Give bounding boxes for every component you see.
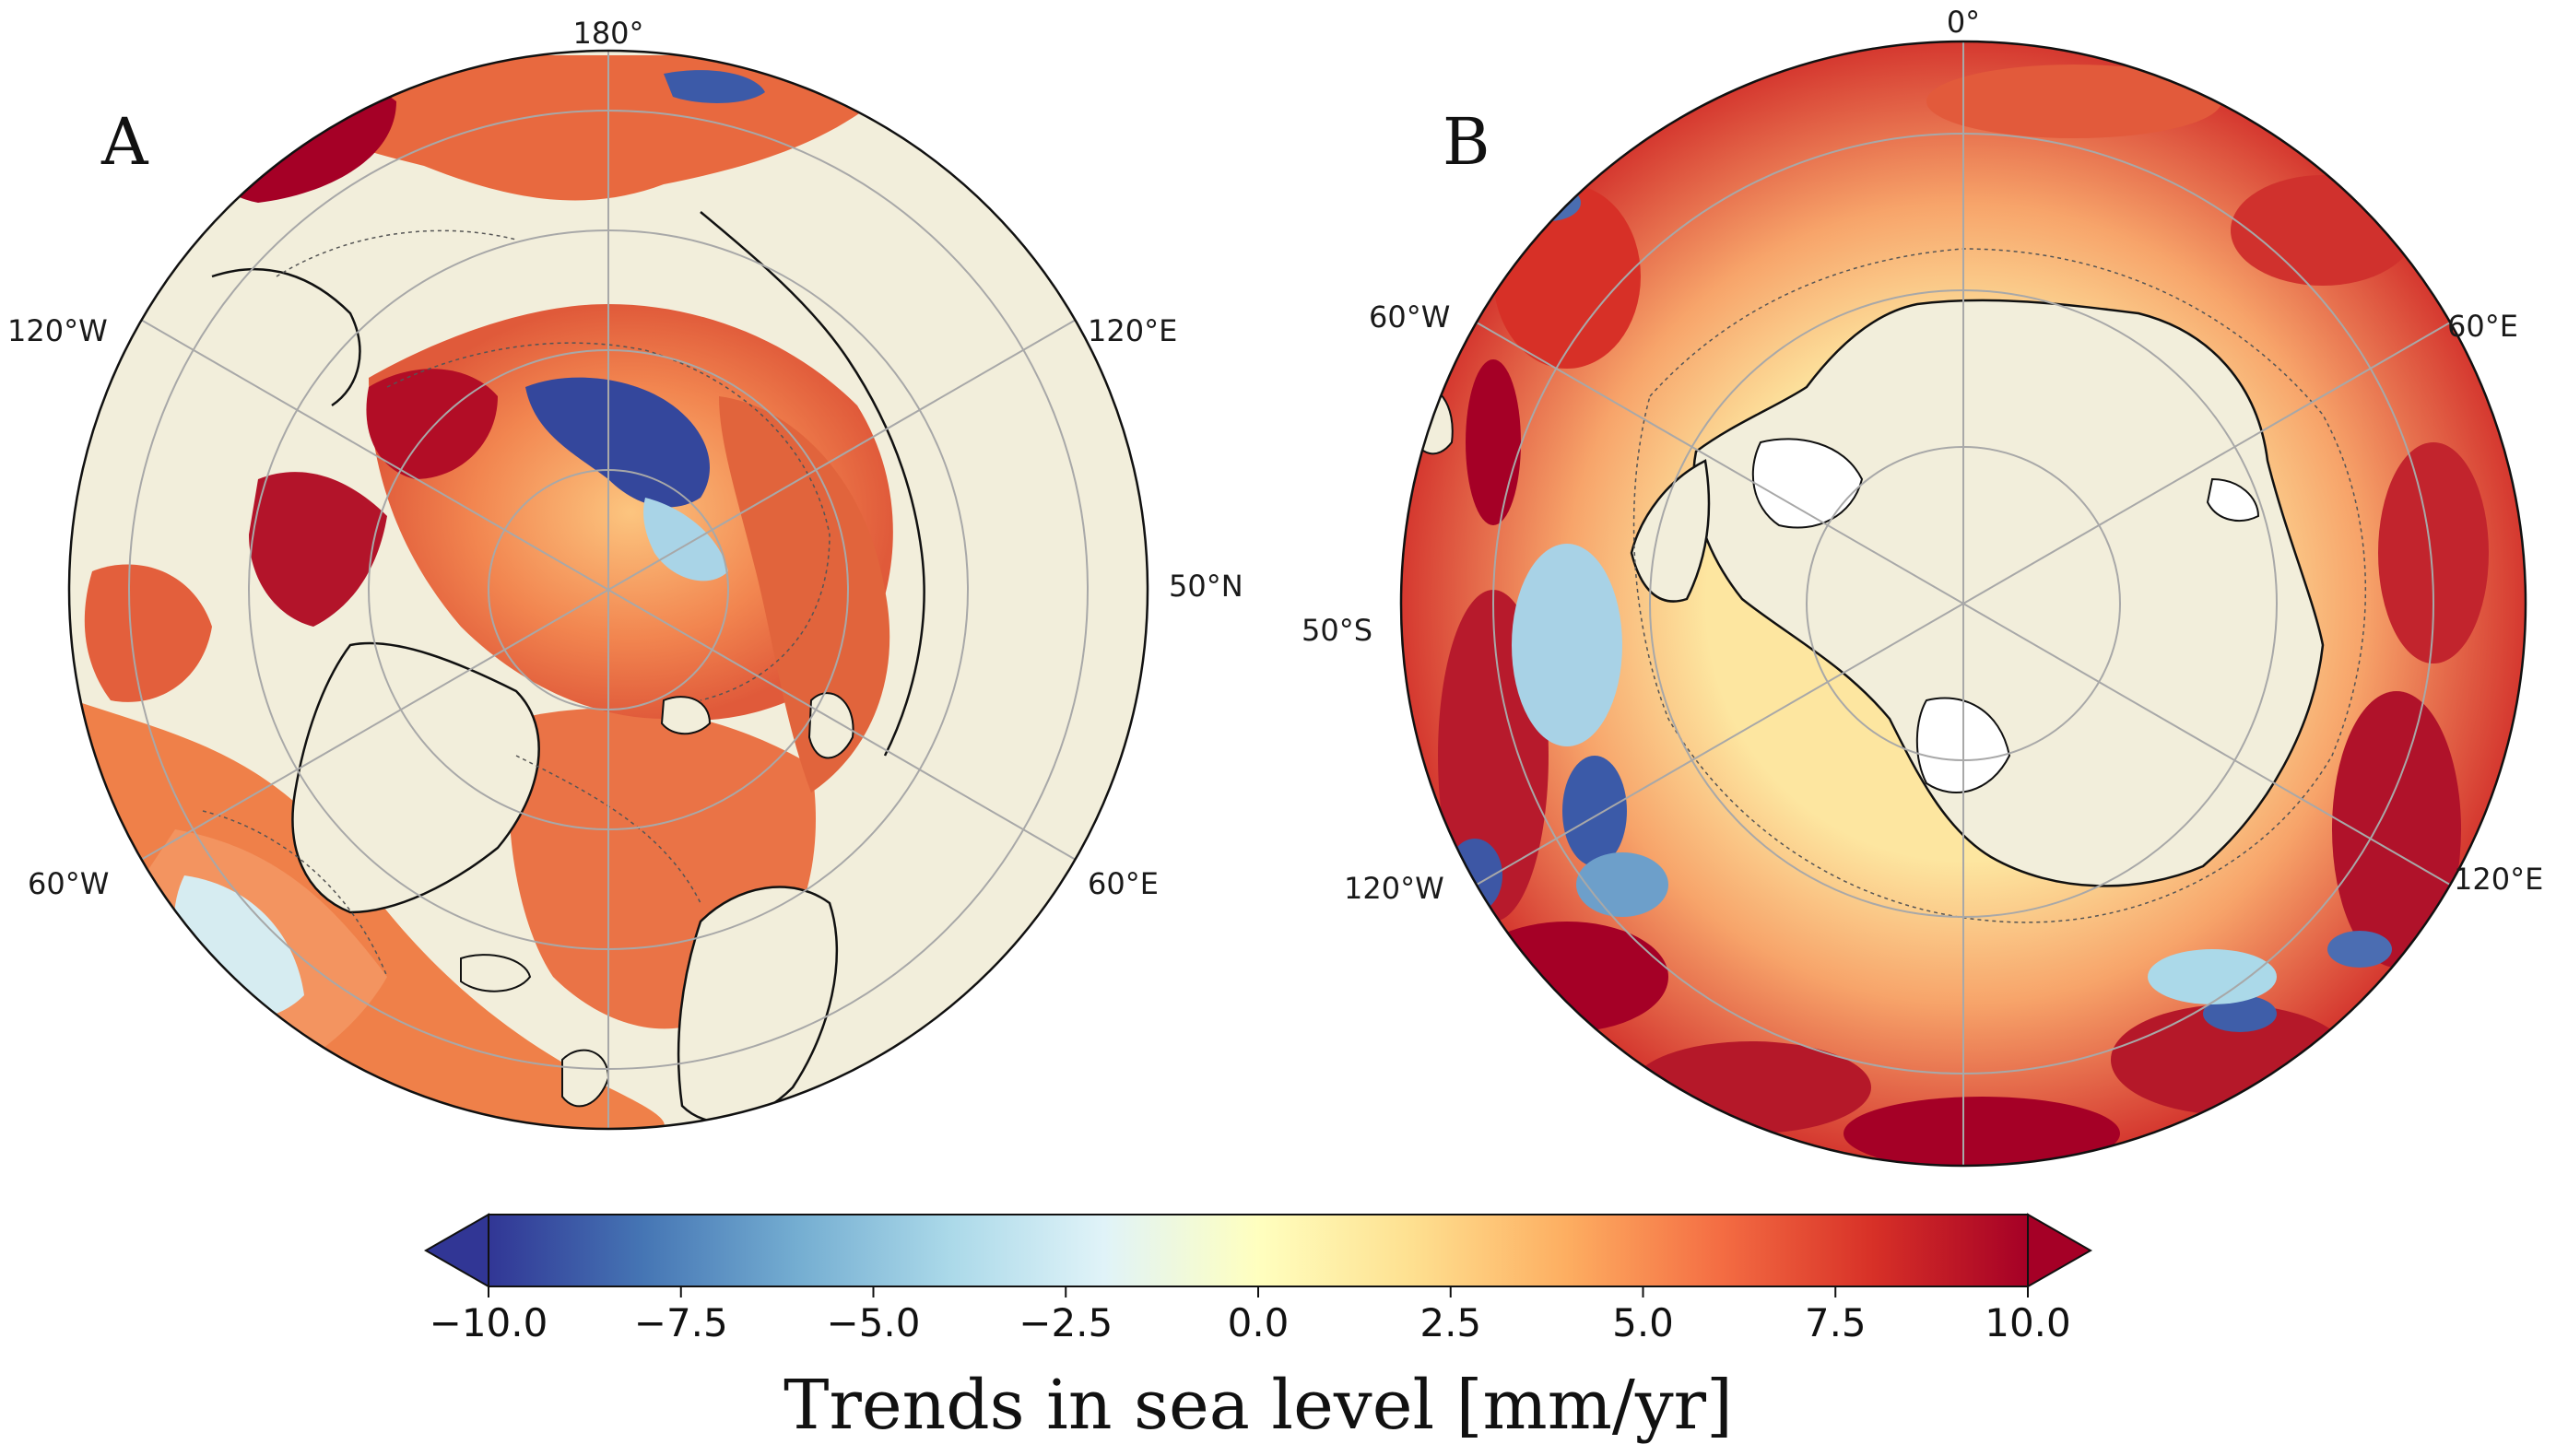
panel-b-lon-label-upper-left: 60°W [1369,299,1450,335]
panel-a-iceland [460,954,532,992]
panel-a-beaufort-high [366,369,498,479]
panel-a-lon-label-lower-right: 60°E [1088,866,1159,901]
panel-a-bathymetry-contours [202,229,830,978]
panel-a-arctic-basin [369,304,893,721]
panel-a-lon-label-lower-left: 60°W [28,866,109,901]
panel-a-lon-label-top: 180° [572,16,643,51]
panel-a-letter: A [100,104,149,180]
colorbar-gradient [488,1214,2029,1287]
panel-b-lon-label-top: 0° [1947,5,1980,40]
panel-b-letter: B [1443,104,1490,180]
colorbar-tick-label: 7.5 [1805,1300,1867,1345]
panel-a-alaska-coast [211,267,361,407]
panel-a-novaya-zemlya [807,692,854,759]
colorbar-ticks: −10.0 −7.5 −5.0 −2.5 0.0 2.5 5.0 7.5 10.0 [430,1286,2071,1345]
panel-b-antarctic-peninsula [1630,459,1711,603]
panel-a-graticule [128,51,1089,1129]
panel-b-lon-label-lower-left: 120°W [1344,871,1444,906]
panel-b-graticule [1476,41,2451,1166]
colorbar-tick-label: −2.5 [1019,1300,1113,1345]
panel-b-lat-label: 50°S [1302,613,1372,648]
panel-b-antarctica [1692,299,2325,887]
panel-b-amery-ice-shelf [2206,477,2260,522]
colorbar-label: Trends in sea level [mm/yr] [783,1366,1733,1445]
panel-a-hudson-bay [84,564,212,702]
panel-a-siberian-shelf [719,396,890,793]
colorbar-tick-label: −10.0 [430,1300,548,1345]
panel-b-south-polar-map: B 0° 60°W 60°E 120°W 120°E 50°S [1302,5,2543,1168]
colorbar-tick-label: −5.0 [827,1300,921,1345]
panel-a-north-polar-map: A 180° 120°W 120°E 60°W 60°E 50°N [7,16,1243,1131]
colorbar-extend-low [423,1213,489,1288]
colorbar-extend-high [2027,1213,2093,1288]
panel-a-lat-label: 50°N [1169,569,1243,604]
panel-a-scandinavia [677,886,839,1123]
panel-a-russia-coast [700,211,925,757]
panel-b-weddell-ice-shelf [1751,438,1864,529]
colorbar-tick-label: 5.0 [1612,1300,1674,1345]
panel-a-svalbard [660,696,712,735]
panel-b-lon-label-upper-right: 60°E [2447,309,2518,344]
colorbar-tick-label: 10.0 [1985,1300,2071,1345]
colorbar-tick-label: 2.5 [1419,1300,1481,1345]
panel-a-weak-negative [643,498,728,581]
colorbar: −10.0 −7.5 −5.0 −2.5 0.0 2.5 5.0 7.5 10.0 Trends… [423,1213,2093,1445]
panel-b-map-body [1401,41,2526,1166]
panel-b-outline [1399,40,2527,1168]
panel-a-archipelago [249,472,387,627]
panel-a-negative-anomaly [525,377,710,508]
panel-a-okhotsk-blue [664,70,765,103]
panel-a-map-body [69,51,1148,1129]
panel-a-outline [67,49,1149,1131]
panel-a-lon-label-upper-right: 120°E [1088,313,1177,348]
colorbar-tick-label: −7.5 [634,1300,728,1345]
panel-b-lon-label-lower-right: 120°E [2454,862,2543,897]
panel-a-lon-label-upper-left: 120°W [7,313,108,348]
colorbar-tick-label: 0.0 [1228,1300,1290,1345]
